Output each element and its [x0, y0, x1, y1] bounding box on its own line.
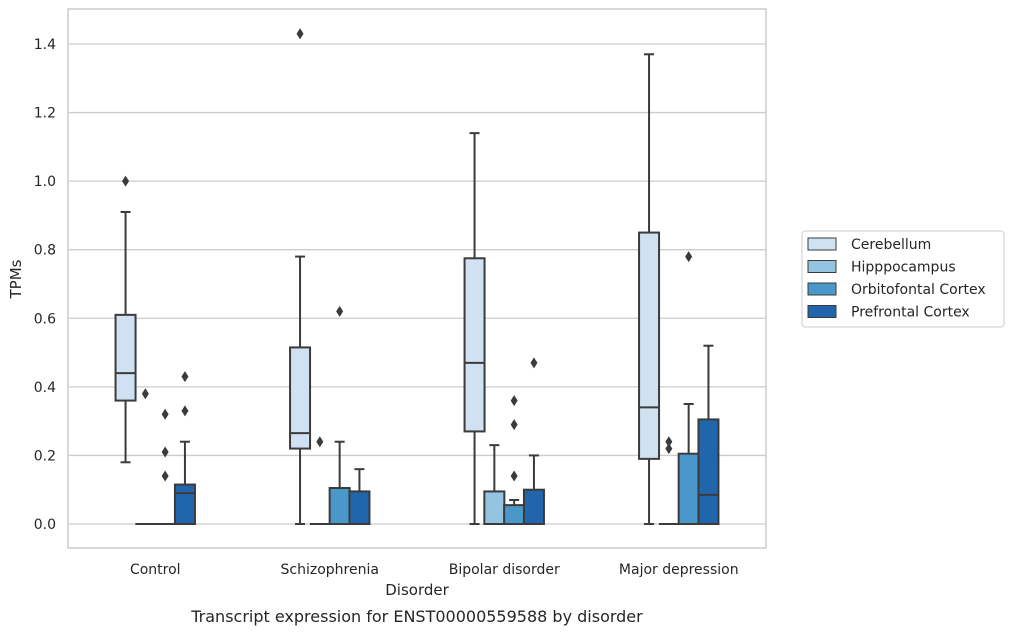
plot-frame: [67, 8, 767, 549]
legend-label: Orbitofontal Cortex: [851, 282, 986, 298]
outlier-marker: [141, 388, 149, 400]
outlier-marker: [665, 443, 673, 455]
legend-label: Cerebellum: [851, 237, 931, 253]
outlier-marker: [296, 28, 304, 40]
box-iqr: [483, 490, 506, 526]
legend-swatch: [807, 305, 837, 318]
box-cerebellum: [114, 175, 137, 464]
box-cerebellum: [638, 53, 661, 525]
box-iqr: [677, 452, 700, 526]
x-tick-label: Control: [130, 562, 181, 578]
outlier-marker: [181, 371, 189, 383]
box-iqr: [328, 486, 351, 525]
box-prefrontal-cortex: [173, 371, 196, 526]
box-hipppocampus: [309, 436, 330, 525]
outlier-marker: [510, 470, 518, 482]
x-axis-ticks: Control Schizophrenia Bipolar disorder Majo…: [130, 562, 739, 578]
legend-label: Prefrontal Cortex: [851, 305, 970, 321]
outlier-marker: [510, 419, 518, 431]
y-tick-label: 0.2: [34, 448, 56, 464]
y-tick-label: 1.2: [34, 106, 56, 122]
y-tick-label: 1.4: [34, 37, 56, 53]
legend-label: Hipppocampus: [851, 260, 956, 276]
x-tick-label: Major depression: [619, 562, 739, 578]
box-prefrontal-cortex: [522, 357, 545, 525]
y-tick-label: 1.0: [34, 174, 56, 190]
box-orbitofontal-cortex: [328, 305, 351, 525]
box-cerebellum: [289, 28, 312, 525]
outlier-marker: [530, 357, 538, 369]
grid-lines: [68, 43, 766, 525]
y-tick-label: 0.4: [34, 380, 56, 396]
box-orbitofontal-cortex: [677, 251, 700, 526]
box-iqr: [638, 231, 661, 460]
legend-swatch: [807, 237, 837, 251]
box-orbitofontal-cortex: [155, 408, 176, 525]
box-iqr: [173, 483, 196, 526]
box-iqr: [503, 504, 526, 525]
box-iqr: [348, 490, 371, 526]
box-orbitofontal-cortex: [503, 395, 526, 525]
outlier-marker: [685, 251, 693, 263]
outlier-marker: [181, 405, 189, 417]
y-tick-label: 0.6: [34, 311, 56, 327]
legend-frame: [801, 230, 1005, 328]
box-hipppocampus: [483, 444, 506, 526]
outlier-marker: [161, 470, 169, 482]
box-iqr: [522, 488, 545, 525]
legend-swatch: [807, 282, 837, 296]
box-iqr: [114, 313, 137, 402]
y-tick-label: 0.8: [34, 243, 56, 259]
box-iqr: [697, 418, 720, 525]
legend-swatch: [807, 260, 837, 273]
box-iqr: [289, 346, 312, 450]
box-cerebellum: [463, 132, 486, 525]
y-tick-label: 0.0: [34, 517, 56, 533]
box-hipppocampus: [135, 388, 156, 525]
outlier-marker: [316, 436, 324, 448]
box-prefrontal-cortex: [697, 344, 720, 525]
outlier-marker: [510, 395, 518, 407]
y-axis-label: TPMs: [7, 259, 25, 299]
outlier-marker: [161, 408, 169, 420]
x-tick-label: Schizophrenia: [281, 562, 379, 578]
y-axis-ticks: 0.0 0.2 0.4 0.6 0.8 1.0 1.2 1.4: [34, 37, 56, 533]
outlier-marker: [161, 446, 169, 458]
box-hipppocampus: [658, 436, 679, 525]
box-iqr: [463, 257, 486, 433]
box-prefrontal-cortex: [348, 468, 371, 526]
x-axis-label: Disorder: [385, 581, 449, 599]
outlier-marker: [336, 305, 344, 317]
chart-caption: Transcript expression for ENST0000055958…: [190, 607, 643, 626]
outlier-marker: [122, 175, 130, 187]
legend: Cerebellum Hipppocampus Orbitofontal Corte…: [801, 230, 1005, 328]
box-plot-area: [114, 28, 720, 526]
outlier-marker: [665, 436, 673, 448]
x-tick-label: Bipolar disorder: [449, 562, 560, 578]
